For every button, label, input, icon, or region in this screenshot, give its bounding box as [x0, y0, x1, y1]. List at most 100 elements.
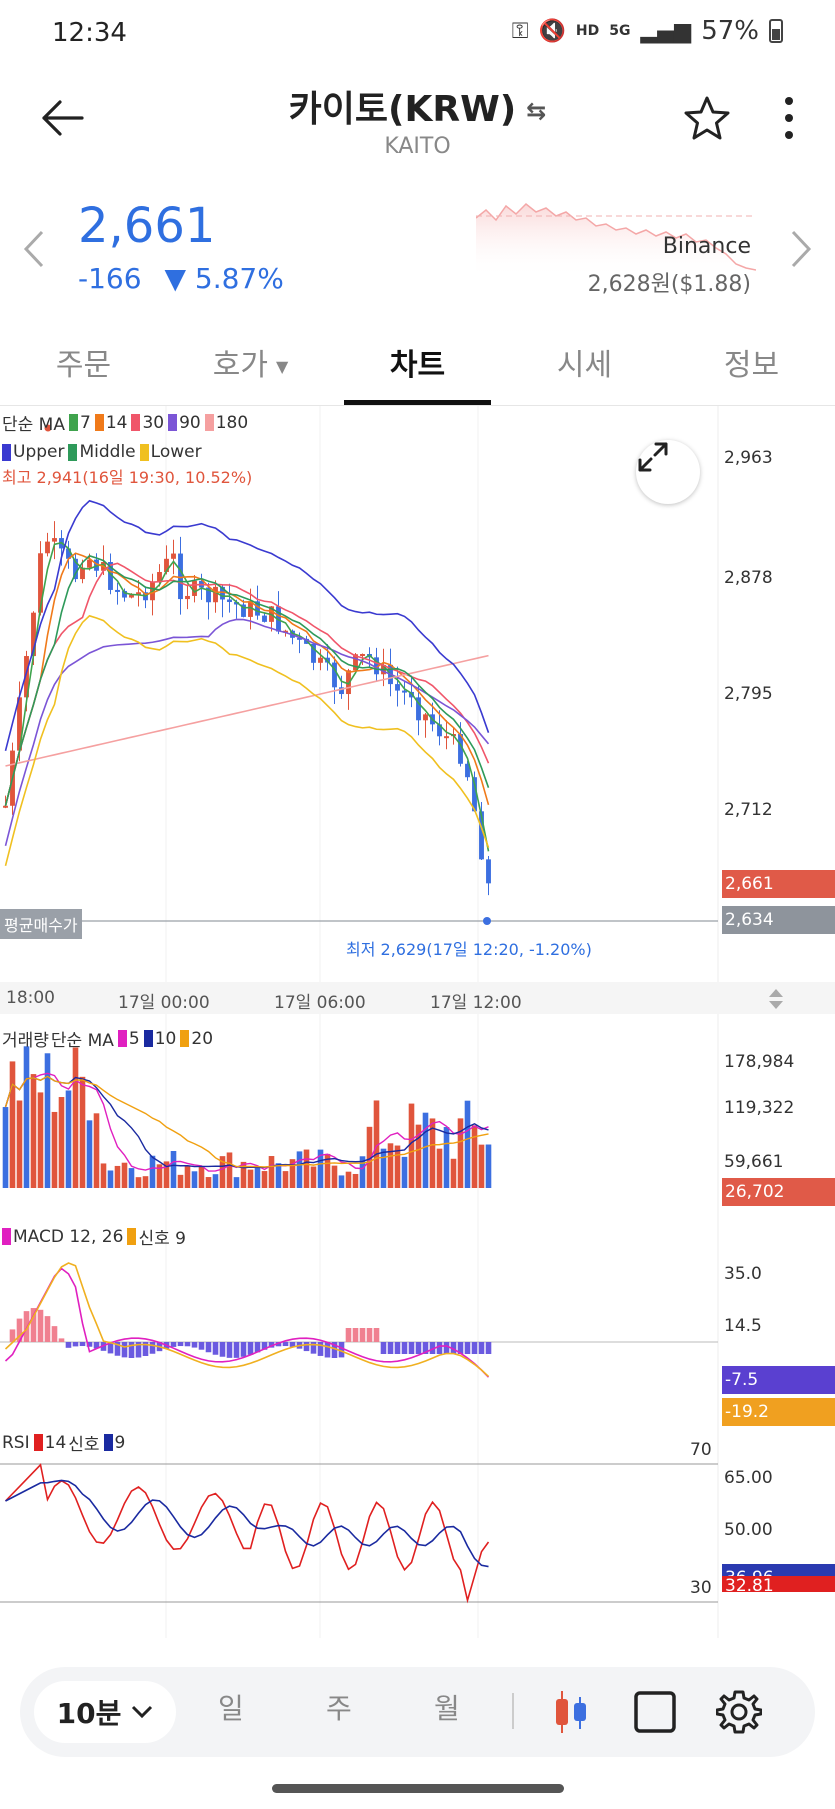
volume-bar: [303, 1149, 310, 1188]
volume-bar: [254, 1167, 261, 1188]
hd-voice-icon: HD: [575, 23, 600, 39]
candle-body: [297, 637, 302, 640]
ma-legend-title: 단순 MA: [2, 415, 65, 435]
macd-histogram-bar: [9, 1329, 16, 1342]
timeframe-month[interactable]: 월: [434, 1692, 460, 1725]
exchange-price: 2,628원($1.88): [587, 272, 751, 297]
volume-bar: [359, 1156, 366, 1188]
macd-signal-tag: -19.2: [722, 1398, 835, 1426]
macd-swatch: [2, 1228, 11, 1245]
coin-symbol: KAITO: [384, 134, 451, 159]
avg-price-tag: 2,634: [722, 906, 835, 934]
candle-body: [360, 653, 365, 656]
candle-body: [115, 589, 120, 592]
macd-histogram-bar: [191, 1342, 198, 1348]
candle-body: [339, 687, 344, 695]
macd-histogram-bar: [457, 1342, 464, 1354]
bb-legend: Upper Middle Lower: [2, 442, 202, 462]
vol-ma10-label: 10: [154, 1028, 177, 1049]
rsi-level-70: 70: [690, 1440, 712, 1460]
volume-bar: [394, 1145, 401, 1188]
candle-body: [458, 734, 463, 764]
volume-bar: [275, 1163, 282, 1188]
macd-histogram-bar: [331, 1342, 338, 1358]
volume-bar: [9, 1061, 16, 1188]
mini-price-chart: [476, 202, 756, 278]
back-button[interactable]: [34, 90, 90, 146]
volume-bar: [58, 1097, 65, 1188]
ma-legend: 단순 MA 7 14 30 90 180: [2, 410, 249, 436]
timeframe-select[interactable]: 10분: [34, 1681, 176, 1743]
tab-order[interactable]: 주문: [0, 330, 167, 405]
volume-bar: [72, 1047, 79, 1188]
macd-histogram-bar: [324, 1342, 331, 1358]
ma180-label: 180: [215, 412, 249, 433]
chevron-down-icon: [132, 1705, 153, 1719]
macd-histogram-bar: [121, 1342, 128, 1358]
volume-bar: [289, 1159, 296, 1188]
tab-info[interactable]: 정보: [668, 330, 835, 405]
square-icon: [634, 1691, 676, 1733]
ma30-swatch: [131, 414, 141, 431]
favorite-button[interactable]: [679, 90, 735, 146]
volume-bar: [429, 1118, 436, 1188]
tab-orderbook[interactable]: 호가 ▼: [167, 330, 334, 405]
price-axis-tick: 2,963: [724, 448, 773, 468]
rsi-tag: 32.81: [722, 1576, 835, 1596]
volume-title: 거래량: [2, 1031, 49, 1051]
volume-ma5-line: [4, 1072, 489, 1172]
star-icon: [684, 96, 730, 140]
candle-body: [479, 811, 484, 860]
candle-body: [66, 548, 71, 559]
macd-histogram-bar: [72, 1342, 79, 1347]
rsi-signal-line: [5, 1479, 489, 1568]
macd-histogram-bar: [205, 1342, 212, 1353]
candle-body: [129, 594, 134, 598]
volume-bar: [373, 1100, 380, 1188]
candle-body: [24, 656, 29, 698]
volume-ma10-line: [4, 1075, 489, 1169]
swap-icon[interactable]: ⇆: [526, 97, 547, 125]
timeframe-week[interactable]: 주: [326, 1692, 352, 1725]
volume-bar: [380, 1148, 387, 1188]
macd-signal-line: [4, 1262, 490, 1378]
vol-ma20-swatch: [180, 1030, 190, 1047]
chart-settings-button[interactable]: [712, 1685, 766, 1739]
prev-coin-button[interactable]: [18, 224, 48, 274]
volume-bar: [86, 1120, 93, 1188]
volume-bar: [30, 1074, 37, 1188]
candle-body: [227, 599, 232, 603]
header: 카이토(KRW) ⇆ KAITO: [0, 70, 835, 180]
volume-axis-tick: 119,322: [724, 1098, 795, 1118]
macd-histogram-bar: [429, 1342, 436, 1354]
status-icons: ⚿ 🔇 HD 5G ▂▄▆ 57%: [512, 16, 783, 46]
macd-histogram-bar: [478, 1342, 485, 1354]
pane-resize-icon[interactable]: [768, 988, 784, 1010]
candle-body: [3, 805, 8, 808]
volume-bar: [44, 1053, 51, 1188]
next-coin-button[interactable]: [787, 224, 817, 274]
tab-info-label: 정보: [723, 348, 780, 383]
avg-buy-price-badge: 평균매수가: [0, 909, 82, 939]
price-summary: 2,661 -166 ▼ 5.87% Binance 2,628원($1.88): [0, 190, 835, 310]
macd-histogram-bar: [93, 1342, 100, 1349]
volume-bar: [247, 1169, 254, 1188]
macd-histogram-bar: [30, 1308, 37, 1342]
fullscreen-button[interactable]: [636, 440, 700, 504]
chart-type-button[interactable]: [544, 1685, 598, 1739]
5g-icon: 5G: [609, 23, 631, 39]
ma7-swatch: [68, 414, 78, 431]
tab-market[interactable]: 시세: [501, 330, 668, 405]
timeframe-day[interactable]: 일: [218, 1692, 244, 1725]
chevron-right-icon: [791, 230, 812, 268]
tab-chart[interactable]: 차트: [334, 330, 501, 405]
candle-body: [192, 580, 197, 596]
chart-canvas[interactable]: [0, 406, 835, 1638]
chart-area[interactable]: 단순 MA 7 14 30 90 180 Upper Middle Lower …: [0, 406, 835, 1638]
more-options-button[interactable]: [773, 90, 805, 146]
candle-body: [52, 538, 57, 542]
candle-body: [486, 859, 491, 884]
volume-bar: [317, 1149, 324, 1188]
vol-ma10-swatch: [143, 1030, 153, 1047]
drawing-tool-button[interactable]: [628, 1685, 682, 1739]
